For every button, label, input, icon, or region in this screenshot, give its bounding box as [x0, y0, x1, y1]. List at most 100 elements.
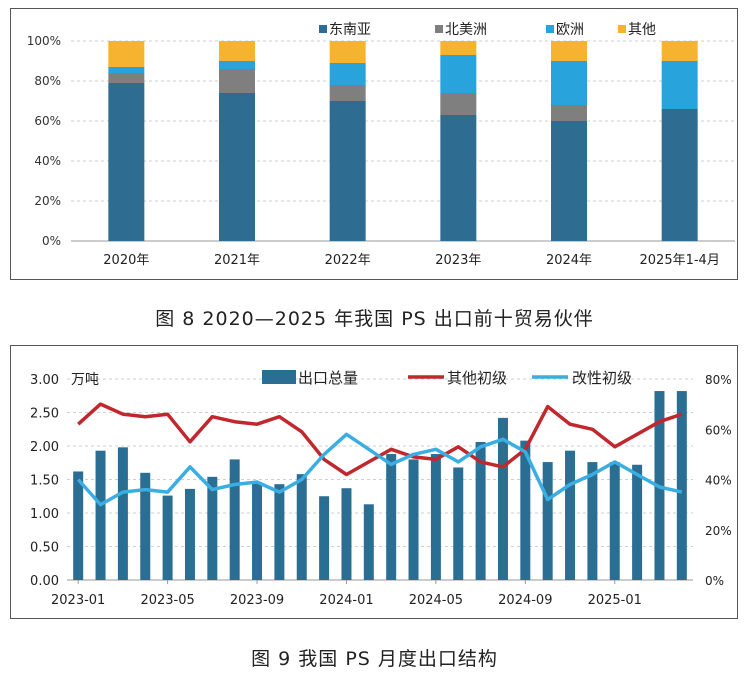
export-bar — [73, 471, 84, 580]
legend-label: 欧洲 — [556, 22, 584, 38]
stacked-share-chart-panel: 0% 20% 40% 60% 80% 100% 2020年 2021年 2022年 2023年 20… — [10, 8, 738, 280]
y-tick-label: 100% — [27, 34, 61, 48]
y-left-tick-label: 1.00 — [30, 507, 59, 522]
bar-segment — [108, 41, 145, 67]
x-tick-label: 2025-01 — [588, 593, 642, 608]
y-left-tick-label: 2.50 — [30, 407, 59, 422]
bar-segment — [551, 121, 587, 241]
export-bar — [565, 450, 576, 580]
export-bar — [252, 482, 263, 580]
export-bar — [341, 488, 352, 580]
export-bar — [632, 464, 643, 580]
figure-8-caption: 图 8 2020—2025 年我国 PS 出口前十贸易伙伴 — [155, 308, 594, 330]
y-right-tick-label: 20% — [705, 524, 732, 538]
y-right-tick-label: 40% — [705, 474, 732, 488]
bar-segment — [440, 41, 477, 55]
export-bar — [542, 462, 553, 580]
export-bar — [520, 440, 531, 580]
bar-segment — [329, 101, 366, 241]
x-tick-label: 2023-01 — [51, 593, 105, 608]
y-tick-label: 20% — [34, 194, 61, 208]
legend-swatch — [546, 25, 554, 33]
bar-segment — [551, 41, 587, 61]
x-tick-label: 2024年 — [546, 253, 592, 268]
legend-swatch-bar — [262, 370, 296, 384]
x-tick-label: 2023-09 — [230, 593, 284, 608]
figure-9-caption: 图 9 我国 PS 月度出口结构 — [251, 648, 498, 670]
y-tick-label: 0% — [42, 234, 61, 248]
export-bar — [207, 476, 218, 580]
export-bar — [319, 496, 330, 580]
bar-segment — [329, 63, 366, 85]
bar-segment — [329, 41, 366, 63]
bar-segment — [661, 41, 698, 61]
bar-segment — [551, 105, 587, 121]
bar-segment — [661, 109, 698, 241]
modified-primary-line — [76, 432, 683, 507]
bar-segment — [440, 93, 477, 115]
y-tick-label: 80% — [34, 74, 61, 88]
x-tick-label: 2024-01 — [319, 593, 373, 608]
export-bar — [430, 454, 441, 580]
export-bar — [609, 462, 620, 580]
x-tick-label: 2020年 — [103, 253, 149, 268]
export-bar — [408, 459, 419, 580]
bar-segment — [440, 115, 477, 241]
legend-label: 改性初级 — [572, 369, 632, 387]
stacked-share-chart: 0% 20% 40% 60% 80% 100% 2020年 2021年 2022年 2023年 20… — [27, 22, 735, 268]
export-bar — [296, 474, 307, 580]
export-bar — [229, 459, 240, 580]
bar-segment — [219, 41, 255, 61]
y-left-tick-label: 2.00 — [30, 440, 59, 455]
monthly-export-chart: 0.00 0.50 1.00 1.50 2.00 2.50 3.00 0% 20% 40% 60% 8… — [30, 369, 732, 608]
export-bar — [117, 447, 128, 580]
export-bar — [587, 462, 598, 580]
y-left-tick-label: 1.50 — [30, 474, 59, 489]
bar-segment — [219, 93, 255, 241]
export-bar — [386, 454, 397, 580]
bar-segment — [329, 85, 366, 101]
y-left-unit-label: 万吨 — [71, 372, 99, 388]
bar-segment — [440, 55, 477, 93]
bar-segment — [108, 83, 145, 241]
legend-swatch — [319, 25, 327, 33]
export-bar — [184, 488, 195, 580]
legend-swatch — [435, 25, 443, 33]
export-bar — [676, 391, 687, 580]
export-bar — [497, 417, 508, 580]
export-bar — [95, 450, 106, 580]
bar-segment — [108, 73, 145, 83]
y-left-tick-label: 3.00 — [30, 373, 59, 388]
bar-segment — [108, 67, 145, 73]
y-left-tick-label: 0.50 — [30, 541, 59, 556]
legend-swatch — [618, 25, 626, 33]
monthly-export-chart-panel: 0.00 0.50 1.00 1.50 2.00 2.50 3.00 0% 20% 40% 60% 8… — [10, 345, 738, 619]
export-bar — [162, 495, 173, 580]
y-tick-label: 40% — [34, 154, 61, 168]
y-right-tick-label: 0% — [705, 574, 724, 588]
y-tick-label: 60% — [34, 114, 61, 128]
x-tick-label: 2021年 — [214, 253, 260, 268]
export-bar — [140, 472, 151, 580]
export-bar — [274, 484, 285, 580]
x-tick-label: 2023-05 — [140, 593, 194, 608]
x-tick-label: 2022年 — [325, 253, 371, 268]
bar-segment — [219, 61, 255, 69]
y-right-tick-label: 80% — [705, 373, 732, 387]
export-bar — [475, 441, 486, 580]
bar-segment — [219, 69, 255, 93]
y-right-tick-label: 60% — [705, 423, 732, 437]
y-left-tick-label: 0.00 — [30, 574, 59, 589]
legend-label: 出口总量 — [298, 369, 358, 387]
legend-label: 北美洲 — [445, 22, 487, 38]
x-tick-label: 2024-05 — [409, 593, 463, 608]
legend-label: 其他初级 — [447, 369, 507, 387]
bar-segment — [661, 61, 698, 109]
x-tick-label: 2024-09 — [498, 593, 552, 608]
x-tick-label: 2025年1-4月 — [640, 253, 720, 268]
legend-label: 其他 — [628, 22, 656, 38]
legend-label: 东南亚 — [329, 22, 371, 38]
bar-segment — [551, 61, 587, 105]
export-bar — [363, 504, 374, 580]
x-tick-label: 2023年 — [435, 253, 481, 268]
